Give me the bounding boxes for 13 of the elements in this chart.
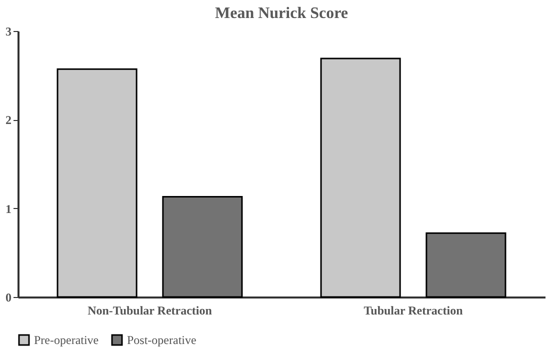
y-tick-label: 0 <box>6 290 12 304</box>
y-tick-label: 2 <box>6 113 12 128</box>
bar <box>320 58 401 298</box>
legend-label: Post-operative <box>127 333 196 347</box>
y-tick-label: 3 <box>6 24 12 38</box>
x-tick-label: Non-Tubular Retraction <box>88 304 212 318</box>
bar <box>426 232 506 298</box>
bar <box>162 196 243 298</box>
bar <box>56 68 138 298</box>
chart-title: Mean Nurick Score <box>214 5 348 22</box>
y-tick-label: 1 <box>6 202 12 216</box>
legend-label: Pre-operative <box>34 333 99 347</box>
x-tick-label: Tubular Retraction <box>364 304 464 318</box>
